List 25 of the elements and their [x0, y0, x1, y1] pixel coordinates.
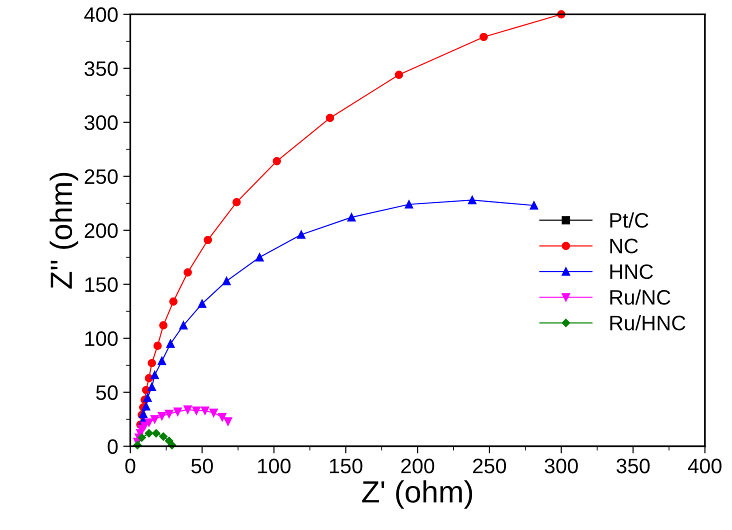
y-tick-label: 350: [84, 61, 118, 76]
x-tick-label: 200: [401, 458, 434, 474]
y-tick-label: 400: [84, 7, 118, 22]
x-axis-title: Z' (ohm): [362, 480, 472, 509]
x-tick-label: 250: [473, 458, 506, 474]
x-tick-label: 0: [125, 458, 136, 474]
y-axis-title: Z'' (ohm): [50, 172, 78, 289]
x-tick-label: 100: [258, 458, 291, 474]
y-tick-label: 200: [84, 223, 118, 238]
legend-label: Ru/NC: [610, 289, 670, 305]
y-tick-label: 150: [85, 277, 118, 292]
y-tick-label: 50: [96, 385, 118, 400]
x-tick-label: 400: [688, 458, 722, 474]
x-tick-label: 350: [616, 458, 650, 474]
y-tick-label: 300: [84, 115, 118, 130]
legend-label: HNC: [610, 264, 653, 280]
x-tick-label: 150: [330, 458, 362, 474]
legend-label: Pt/C: [610, 212, 648, 228]
x-tick-label: 300: [544, 458, 578, 474]
y-tick-label: 100: [85, 331, 118, 346]
y-tick-label: 0: [108, 439, 118, 454]
x-tick-label: 50: [191, 458, 213, 474]
legend-label: NC: [610, 238, 638, 254]
legend-label: Ru/HNC: [610, 315, 686, 330]
y-tick-label: 250: [84, 169, 118, 184]
